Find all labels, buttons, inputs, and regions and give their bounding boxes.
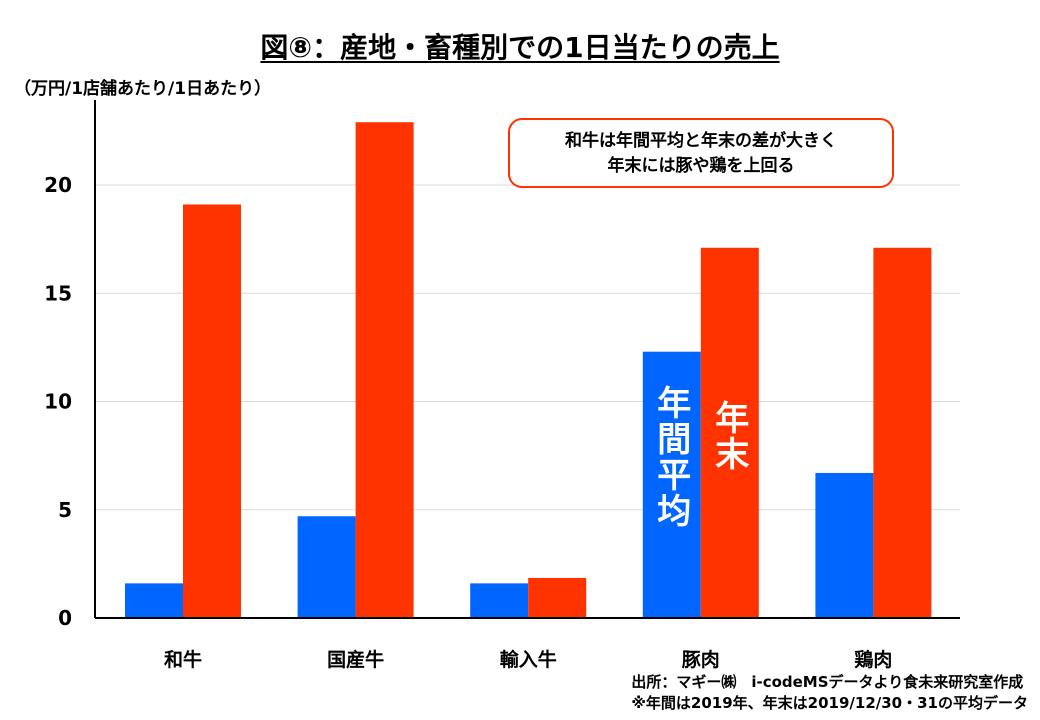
source-line-2: ※年間は2019年、年末は2019/12/30・31の平均データ [631, 694, 1028, 712]
bar-annual [297, 516, 356, 618]
source-note: 出所：マギー㈱ i-codeMSデータより食未来研究室作成 ※年間は2019年、… [631, 672, 1028, 714]
bar-annual [125, 583, 183, 618]
bar-year-end [183, 204, 241, 619]
chart-title: 図⑧：産地・畜種別での1日当たりの売上 [0, 26, 1040, 66]
bar-year-end [873, 247, 932, 618]
bar-annual [815, 472, 874, 618]
y-tick-label: 0 [58, 606, 72, 630]
x-tick-label: 豚肉 [682, 648, 720, 671]
bar-annual [642, 351, 701, 618]
bar-year-end [355, 122, 414, 618]
series-label-annual: 年間平均 [650, 385, 691, 529]
y-tick-label: 10 [44, 390, 72, 414]
y-tick-label: 5 [58, 498, 72, 522]
bar-annual [470, 583, 529, 618]
x-tick-label: 国産牛 [327, 648, 384, 671]
y-tick-label: 20 [44, 173, 72, 197]
chart-title-text: 図⑧：産地・畜種別での1日当たりの売上 [260, 31, 780, 64]
annotation-line-1: 和牛は年間平均と年末の差が大きく [565, 131, 837, 151]
y-tick-label: 15 [44, 281, 72, 305]
y-axis-unit-label: （万円/1店舗あたり/1日あたり） [14, 79, 272, 99]
x-tick-label: 和牛 [164, 648, 202, 671]
bar-year-end [700, 247, 759, 618]
x-tick-label: 鶏肉 [854, 648, 892, 671]
series-label-year-end: 年末 [708, 400, 749, 472]
annotation-box: 和牛は年間平均と年末の差が大きく 年末には豚や鶏を上回る [508, 118, 894, 188]
source-line-1: 出所：マギー㈱ i-codeMSデータより食未来研究室作成 [631, 673, 1024, 691]
x-tick-label: 輸入牛 [500, 648, 557, 671]
bar-year-end [528, 577, 587, 618]
annotation-line-2: 年末には豚や鶏を上回る [607, 156, 795, 176]
